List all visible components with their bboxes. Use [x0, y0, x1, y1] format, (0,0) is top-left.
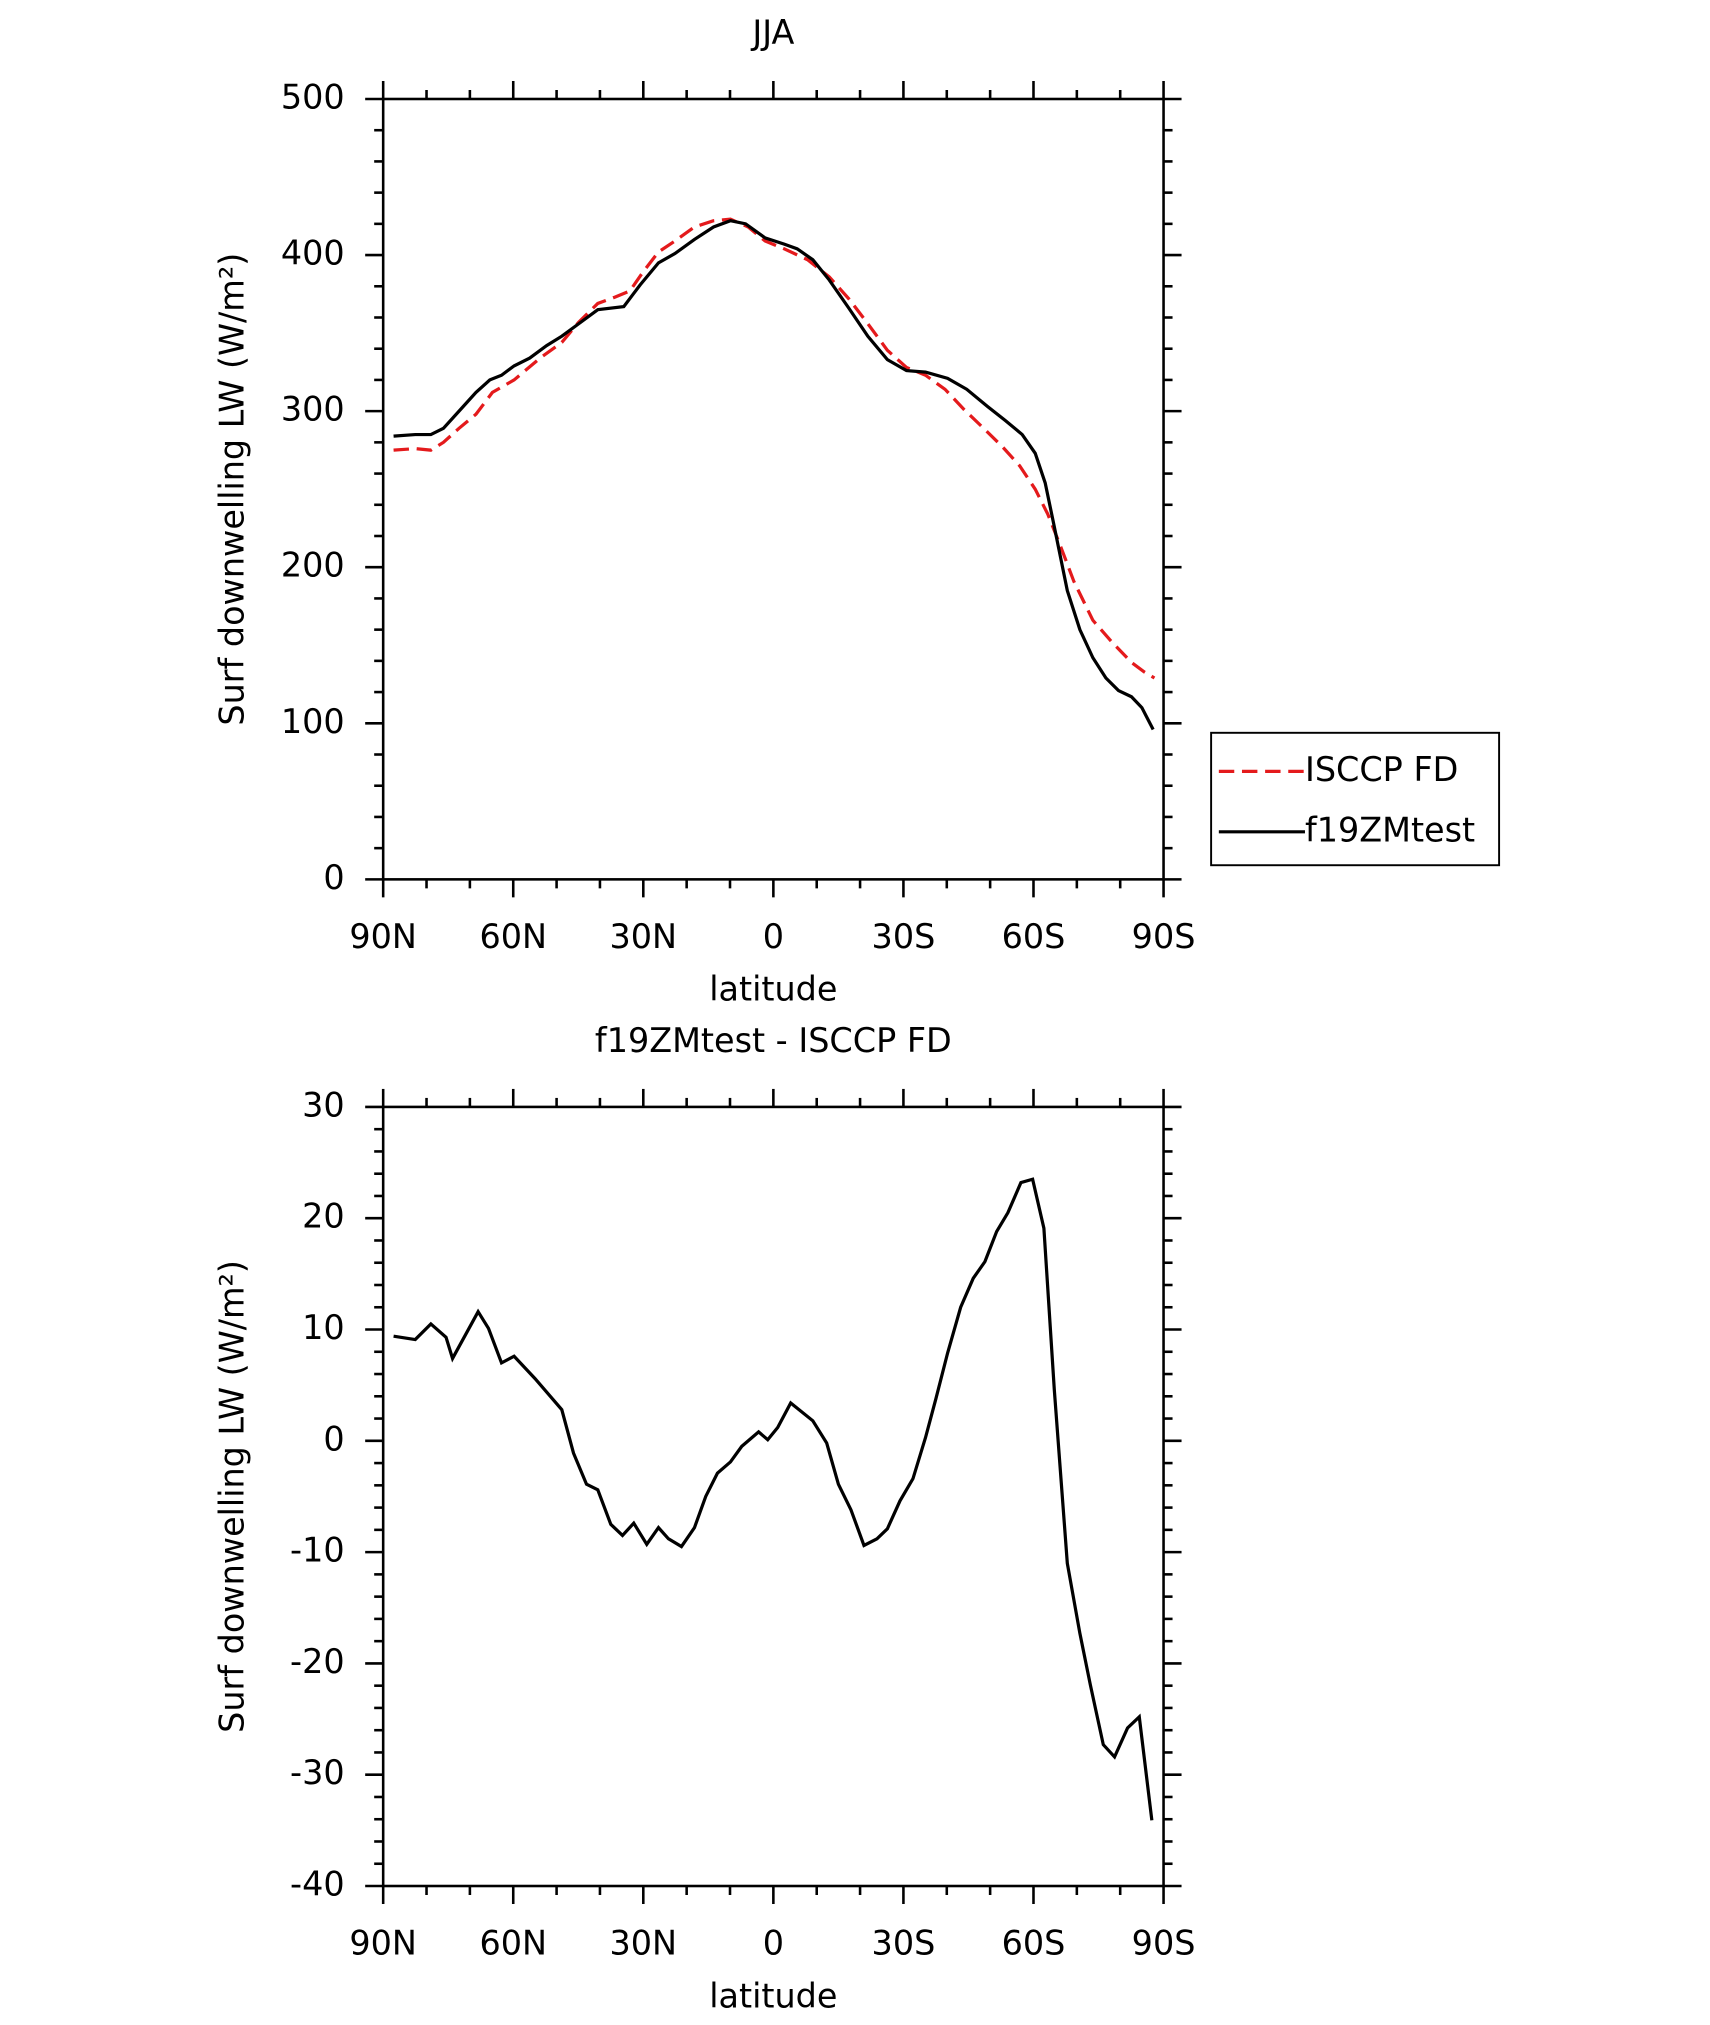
x-tick-label: 90N	[349, 917, 417, 956]
y-tick-label: 10	[302, 1308, 345, 1347]
x-tick-label: 30S	[872, 917, 936, 956]
y-tick-label: 30	[302, 1085, 345, 1124]
x-tick-label: 60N	[479, 1924, 547, 1963]
x-tick-label: 90N	[349, 1924, 417, 1963]
y-axis-label: Surf downwelling LW (W/m²)	[213, 1260, 252, 1733]
data-line	[393, 219, 1155, 731]
data-line	[393, 217, 1156, 680]
x-tick-label: 30S	[872, 1924, 936, 1963]
x-tick-label: 30N	[610, 1924, 678, 1963]
x-tick-label: 0	[763, 917, 784, 956]
y-tick-label: 0	[323, 1419, 344, 1458]
x-axis-label: latitude	[709, 970, 837, 1009]
chart-title: JJA	[750, 13, 794, 52]
y-tick-label: 0	[323, 858, 344, 897]
legend-label: ISCCP FD	[1305, 750, 1458, 789]
x-tick-label: 0	[763, 1924, 784, 1963]
y-tick-label: -10	[290, 1531, 345, 1570]
x-tick-label: 60S	[1002, 917, 1066, 956]
x-tick-label: 60S	[1002, 1924, 1066, 1963]
data-line	[393, 1177, 1154, 1821]
y-tick-label: 200	[281, 546, 345, 585]
x-tick-label: 30N	[610, 917, 678, 956]
y-tick-label: 100	[281, 702, 345, 741]
y-axis-label: Surf downwelling LW (W/m²)	[213, 253, 252, 726]
y-tick-label: 500	[281, 77, 345, 116]
x-tick-label: 60N	[479, 917, 547, 956]
y-tick-label: 400	[281, 234, 345, 273]
plot-frame	[381, 1105, 1165, 1888]
x-tick-label: 90S	[1132, 1924, 1196, 1963]
chart-title: f19ZMtest - ISCCP FD	[595, 1021, 952, 1060]
legend-box	[1210, 731, 1501, 867]
y-tick-label: -30	[290, 1753, 345, 1792]
legend-label: f19ZMtest	[1305, 810, 1475, 849]
y-tick-label: 300	[281, 390, 345, 429]
y-tick-label: 20	[302, 1197, 345, 1236]
x-tick-label: 90S	[1132, 917, 1196, 956]
y-tick-label: -40	[290, 1865, 345, 1904]
y-tick-label: -20	[290, 1642, 345, 1681]
x-axis-label: latitude	[709, 1976, 837, 2015]
